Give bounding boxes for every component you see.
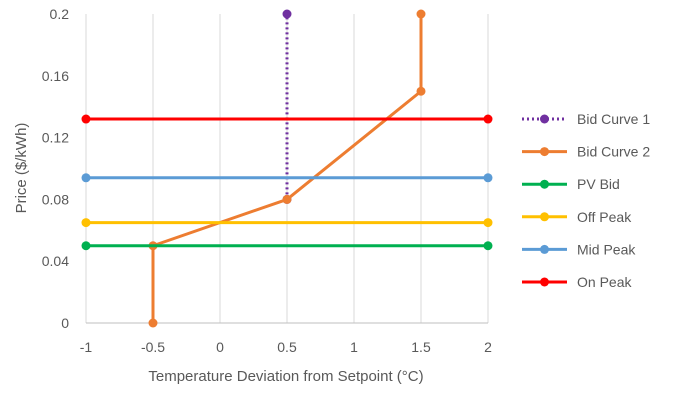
x-tick-label: 1 — [350, 339, 358, 355]
legend-label: Off Peak — [577, 209, 632, 225]
series-mid-peak — [81, 173, 493, 183]
series-pv-bid — [81, 241, 493, 251]
x-tick-label: 2 — [484, 339, 492, 355]
y-tick-label: 0.04 — [42, 253, 69, 269]
y-tick-label: 0.12 — [42, 130, 69, 146]
x-tick-label: -1 — [80, 339, 93, 355]
legend-item-mid-peak: Mid Peak — [522, 241, 636, 257]
legend-item-on-peak: On Peak — [522, 274, 632, 290]
legend-swatch-marker — [540, 277, 549, 287]
data-point-bid-curve-1 — [282, 9, 292, 19]
y-tick-label: 0.08 — [42, 191, 69, 207]
y-tick-label: 0.16 — [42, 68, 69, 84]
data-point-off-peak — [81, 218, 91, 228]
data-point-mid-peak — [483, 173, 493, 183]
x-tick-label: 1.5 — [411, 339, 431, 355]
legend-item-bid-curve-1: Bid Curve 1 — [522, 111, 650, 127]
x-tick-label: -0.5 — [141, 339, 165, 355]
legend: Bid Curve 1 Bid Curve 2 PV Bid Off Peak Mid … — [522, 111, 650, 290]
data-point-pv-bid — [81, 241, 91, 251]
tick-labels: -1 -0.5 0 0.5 1 1.5 2 0 0.04 0.08 0.12 0.16 0.2 — [42, 6, 492, 355]
legend-swatch-marker — [540, 244, 549, 254]
x-tick-label: 0 — [216, 339, 224, 355]
x-tick-label: 0.5 — [277, 339, 297, 355]
series-off-peak — [81, 218, 493, 228]
legend-item-off-peak: Off Peak — [522, 209, 632, 225]
data-point-bid-curve-2 — [416, 9, 426, 19]
series-bid-curve-2 — [148, 9, 426, 328]
legend-label: Bid Curve 1 — [577, 111, 650, 127]
legend-label: Mid Peak — [577, 241, 636, 257]
legend-item-bid-curve-2: Bid Curve 2 — [522, 144, 650, 160]
data-point-on-peak — [81, 114, 91, 124]
data-point-on-peak — [483, 114, 493, 124]
legend-swatch-marker — [540, 179, 549, 189]
data-point-off-peak — [483, 218, 493, 228]
data-point-pv-bid — [483, 241, 493, 251]
legend-label: On Peak — [577, 274, 632, 290]
y-tick-label: 0 — [61, 315, 69, 331]
series-on-peak — [81, 114, 493, 124]
legend-label: Bid Curve 2 — [577, 144, 650, 160]
data-point-bid-curve-2 — [416, 86, 426, 96]
y-axis-title: Price ($/kWh) — [13, 123, 30, 214]
y-tick-label: 0.2 — [50, 6, 70, 22]
data-point-bid-curve-2 — [282, 194, 292, 204]
data-point-mid-peak — [81, 173, 91, 183]
x-axis-title: Temperature Deviation from Setpoint (°C) — [148, 368, 423, 385]
legend-swatch-marker — [540, 212, 549, 222]
legend-swatch-marker — [540, 114, 549, 124]
data-point-bid-curve-2 — [148, 318, 158, 328]
legend-label: PV Bid — [577, 176, 620, 192]
legend-item-pv-bid: PV Bid — [522, 176, 620, 192]
plot-area — [81, 9, 493, 328]
legend-swatch-marker — [540, 147, 549, 157]
